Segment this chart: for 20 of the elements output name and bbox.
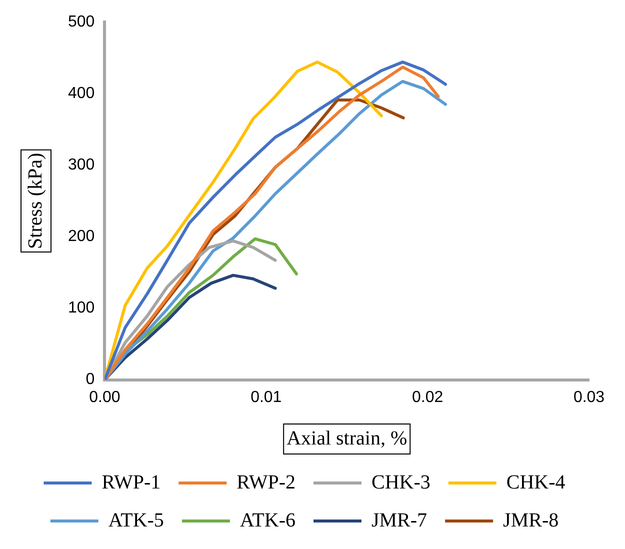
legend-label: ATK-6 xyxy=(240,509,296,532)
x-tick-label: 0.00 xyxy=(89,388,120,406)
legend-label: CHK-4 xyxy=(506,471,566,494)
y-tick-label: 0 xyxy=(86,371,95,388)
y-tick-label: 200 xyxy=(68,228,95,246)
y-axis-title: Stress (kPa) xyxy=(24,152,46,249)
legend-label: JMR-7 xyxy=(371,509,428,532)
x-tick-label: 0.03 xyxy=(573,388,605,406)
x-axis-title: Axial strain, % xyxy=(286,427,408,450)
legend-label: JMR-8 xyxy=(503,509,559,532)
y-tick-label: 400 xyxy=(68,84,95,102)
y-tick-label: 100 xyxy=(68,300,95,317)
x-tick-label: 0.01 xyxy=(250,388,282,406)
y-tick-label: 500 xyxy=(68,13,95,30)
y-tick-label: 300 xyxy=(68,156,95,174)
legend-label: RWP-2 xyxy=(236,471,296,494)
legend-label: ATK-5 xyxy=(108,509,164,532)
legend-label: RWP-1 xyxy=(102,471,161,494)
x-tick-label: 0.02 xyxy=(412,388,444,406)
legend-label: CHK-3 xyxy=(372,471,430,494)
